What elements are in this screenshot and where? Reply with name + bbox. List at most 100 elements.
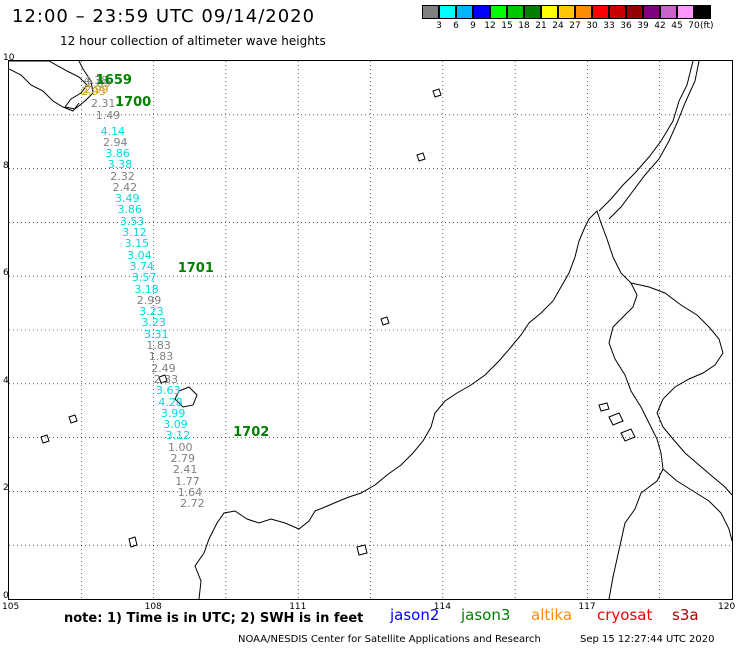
wave-height-value: 4.14	[100, 124, 126, 138]
legend-swatch	[660, 5, 677, 19]
legend-label: 39	[637, 21, 649, 31]
wave-height-value: 2.93	[81, 85, 106, 99]
legend-label: 15	[501, 21, 513, 31]
wave-height-value: 2.32	[110, 169, 135, 183]
legend-swatch	[558, 5, 575, 19]
legend-swatch	[643, 5, 660, 19]
wave-height-value: 2.79	[170, 452, 195, 466]
longitude-label: 120	[718, 602, 736, 612]
coastline-borneo	[194, 210, 664, 599]
coastline-east-islands	[630, 282, 732, 496]
longitude-label: 105	[2, 602, 20, 612]
longitude-label: 117	[578, 602, 596, 612]
legend-label: 9	[470, 21, 476, 31]
latitude-label: 0	[3, 591, 9, 601]
wave-height-value: 1.64	[177, 485, 203, 499]
pass-time-label: 1702	[233, 425, 270, 441]
map-canvas	[9, 61, 732, 599]
island-i	[620, 428, 636, 442]
legend-label: 30	[586, 21, 598, 31]
legend-label: 45	[671, 21, 683, 31]
wave-height-value: 1.77	[175, 474, 200, 488]
wave-height-value: 3.99	[160, 406, 186, 420]
coastline-palawan	[598, 61, 694, 212]
wave-height-value: 1.00	[168, 440, 193, 454]
legend-swatch	[541, 5, 558, 19]
map-note: note: 1) Time is in UTC; 2) SWH is in fe…	[64, 611, 364, 626]
wave-height-value: 2.31	[90, 96, 116, 110]
legend-swatch	[524, 5, 541, 19]
satellite-name: altika	[531, 606, 573, 624]
legend-swatch	[677, 5, 694, 19]
wave-height-value: 3.57	[131, 271, 157, 285]
legend-swatch	[439, 5, 456, 19]
wave-height-value: 2.33	[153, 372, 179, 386]
island-anambas	[158, 374, 168, 384]
satellite-name: jason2	[390, 606, 440, 624]
coastline-east-south	[662, 468, 732, 542]
wave-height-value: 3.63	[156, 384, 181, 398]
coastlines	[9, 61, 732, 599]
page-title: 12:00 – 23:59 UTC 09/14/2020	[12, 6, 316, 27]
island-e	[380, 316, 390, 326]
satellite-name: jason3	[461, 606, 511, 624]
wave-height-value: 3.18	[134, 282, 159, 296]
latitude-label: 2	[3, 483, 9, 494]
legend-label: 3	[436, 21, 442, 31]
wave-height-value: 3.15	[124, 237, 150, 251]
legend-label: 42	[654, 21, 666, 31]
latitude-label: 10	[3, 53, 15, 63]
island-f	[416, 152, 426, 162]
wave-height-value: 2.49	[151, 361, 176, 375]
pass-time-label: 1700	[115, 94, 152, 110]
island-a	[68, 414, 78, 424]
wave-height-value: 3.12	[165, 429, 191, 443]
satellite-name: cryosat	[597, 606, 653, 624]
wave-height-value: 2.99	[84, 82, 109, 96]
wave-height-value: 1.83	[148, 350, 174, 364]
wave-height-value: 3.04	[127, 248, 152, 262]
footer-credit: NOAA/NESDIS Center for Satellite Applica…	[238, 634, 541, 645]
legend-label: 24	[552, 21, 564, 31]
legend-label: 18	[518, 21, 530, 31]
wave-height-value: 3.23	[141, 316, 167, 330]
legend-swatch	[592, 5, 609, 19]
legend-swatch	[507, 5, 524, 19]
wave-height-value: 3.31	[143, 327, 169, 341]
legend-swatch	[694, 5, 711, 19]
wave-height-value: 3.86	[105, 146, 130, 160]
island-natuna	[174, 386, 198, 408]
wave-height-value: 2.72	[180, 497, 205, 511]
wave-height-value: 2.94	[102, 136, 128, 150]
coastline-palawan-east	[608, 61, 700, 220]
legend-label: 27	[569, 21, 581, 31]
wave-height-value: 3.74	[129, 259, 155, 273]
wave-height-value: 1.83	[146, 339, 171, 353]
wave-height-value: 3.86	[117, 203, 142, 217]
wave-height-value: 3.38	[107, 158, 133, 172]
legend-swatch	[422, 5, 439, 19]
wave-height-value: 3.53	[119, 214, 145, 228]
legend-label: 21	[535, 21, 547, 31]
graticule	[9, 61, 732, 599]
wave-height-value: 1.49	[95, 108, 121, 122]
wave-height-value: 2.99	[136, 293, 162, 307]
legend-swatch	[575, 5, 592, 19]
wave-height-value: 3.49	[115, 192, 140, 206]
wave-height-value: 4.38	[83, 73, 109, 87]
page-subtitle: 12 hour collection of altimeter wave hei…	[60, 34, 326, 48]
legend-swatch	[626, 5, 643, 19]
legend-label: 70	[688, 21, 700, 31]
wave-height-value: 3.09	[163, 418, 188, 432]
pass-time-label: 1659	[95, 72, 132, 88]
longitude-label: 108	[144, 602, 162, 612]
latitude-label: 4	[3, 375, 9, 386]
wave-height-value: 3.12	[122, 226, 147, 240]
legend-label: 36	[620, 21, 632, 31]
longitude-label: 114	[433, 602, 451, 612]
wave-height-value: 2.89	[86, 77, 111, 91]
coastline-indochina	[9, 61, 94, 110]
legend-unit: (ft)	[700, 21, 714, 31]
legend-label: 6	[453, 21, 459, 31]
legend-swatch	[473, 5, 490, 19]
